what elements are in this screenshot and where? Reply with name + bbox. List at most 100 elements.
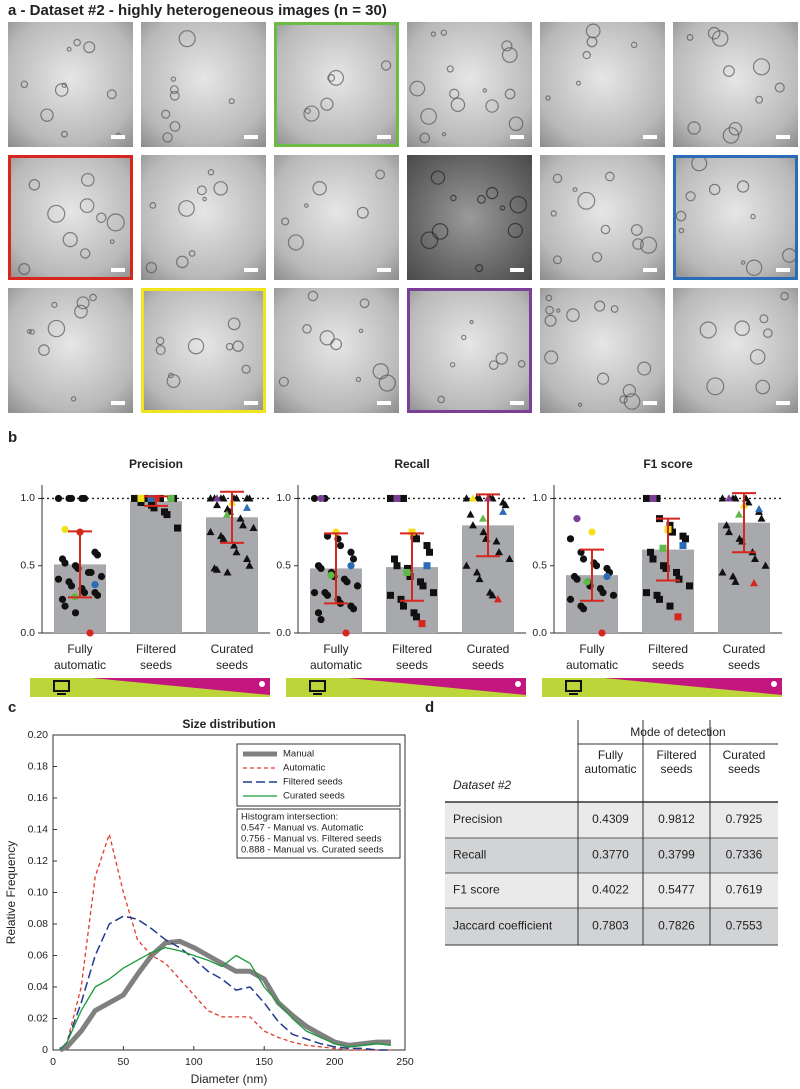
- particle: [106, 213, 125, 232]
- y-tick-label: 1.0: [276, 492, 291, 504]
- data-point: [163, 511, 171, 519]
- particle: [319, 330, 335, 346]
- legend-label: Automatic: [283, 763, 325, 774]
- micrograph-grid: [8, 22, 798, 413]
- particle: [106, 89, 117, 100]
- particle: [73, 38, 81, 47]
- particle: [749, 349, 766, 365]
- micrograph: [673, 22, 798, 147]
- data-point: [232, 548, 241, 556]
- particle: [60, 130, 68, 138]
- manual-strip: [92, 678, 270, 695]
- data-point: [80, 589, 89, 597]
- data-point: [245, 561, 254, 569]
- data-point: [662, 564, 670, 572]
- data-point: [343, 578, 351, 586]
- x-tick-label: Curated seeds: [467, 642, 510, 672]
- data-point: [408, 528, 416, 536]
- column-header: Curated seeds: [723, 748, 766, 776]
- data-point: [757, 514, 766, 522]
- data-point: [475, 494, 484, 502]
- data-point: [718, 494, 727, 502]
- particle: [545, 305, 554, 315]
- chart-title: F1 score: [643, 457, 693, 471]
- particle: [556, 308, 561, 313]
- data-point: [647, 548, 654, 556]
- computer-icon: [309, 680, 326, 692]
- particle: [499, 205, 506, 211]
- particle: [241, 364, 251, 374]
- particle: [552, 173, 563, 184]
- particle: [375, 169, 386, 180]
- data-point: [219, 494, 228, 502]
- data-point: [418, 620, 426, 628]
- data-point: [91, 580, 99, 589]
- particle: [312, 181, 327, 196]
- particle: [278, 376, 289, 387]
- data-point: [579, 605, 588, 613]
- data-point: [499, 507, 507, 515]
- particle: [372, 363, 389, 380]
- panel-a-title: a - Dataset #2 - highly heterogeneous im…: [8, 2, 387, 19]
- particle: [355, 376, 362, 383]
- table-row: [445, 873, 778, 908]
- annotation: 0.547 - Manual vs. Automatic: [241, 823, 364, 834]
- particle: [632, 238, 644, 250]
- y-axis-label: Relative Frequency: [4, 841, 18, 944]
- particle: [304, 107, 311, 115]
- plot: [298, 493, 526, 637]
- data-point: [469, 494, 477, 502]
- data-point: [731, 494, 740, 502]
- user-icon: [771, 681, 777, 687]
- computer-icon: [53, 680, 70, 692]
- data-point: [495, 548, 503, 556]
- micrograph: [8, 288, 133, 413]
- x-tick-label: 100: [185, 1056, 203, 1068]
- particle: [161, 109, 171, 119]
- manual-strip: [604, 678, 782, 695]
- data-point: [137, 494, 145, 502]
- data-point: [653, 591, 661, 599]
- data-point: [750, 579, 758, 587]
- scale-bar: [510, 401, 524, 405]
- particle: [482, 88, 488, 93]
- cell: 0.4309: [592, 812, 629, 826]
- data-point: [469, 521, 477, 529]
- row-label: Precision: [453, 812, 502, 826]
- data-point: [653, 494, 661, 502]
- data-point: [239, 521, 247, 529]
- y-tick-label: 1.0: [20, 492, 35, 504]
- data-point: [404, 564, 411, 572]
- particle: [637, 361, 652, 376]
- x-tick-label: Filtered seeds: [136, 642, 176, 672]
- particle: [723, 65, 735, 77]
- annotation-box: [236, 808, 401, 859]
- particle: [622, 384, 637, 398]
- particle: [600, 224, 611, 235]
- particle: [79, 198, 95, 214]
- particle: [577, 191, 596, 210]
- row-label: Jaccard coefficient: [453, 919, 553, 933]
- particle: [780, 291, 789, 301]
- data-point: [583, 578, 591, 586]
- particle: [594, 300, 606, 312]
- x-tick-label: Curated seeds: [723, 642, 766, 672]
- scale-bar: [111, 268, 125, 272]
- micrograph: [274, 155, 399, 280]
- column-header: Fully automatic: [584, 748, 636, 776]
- data-point: [342, 629, 350, 637]
- particle: [96, 212, 107, 223]
- particle: [572, 187, 578, 193]
- data-point: [725, 494, 733, 502]
- micrograph: [673, 155, 798, 280]
- data-point: [488, 591, 497, 599]
- particle: [449, 88, 460, 100]
- scale-bar: [377, 401, 391, 405]
- scale-bar: [776, 135, 790, 139]
- particle: [89, 293, 97, 302]
- scale-bar: [643, 401, 657, 405]
- scale-bar: [244, 135, 258, 139]
- series-line: [59, 833, 391, 1051]
- x-tick-label: 250: [396, 1056, 414, 1068]
- data-point: [735, 510, 743, 518]
